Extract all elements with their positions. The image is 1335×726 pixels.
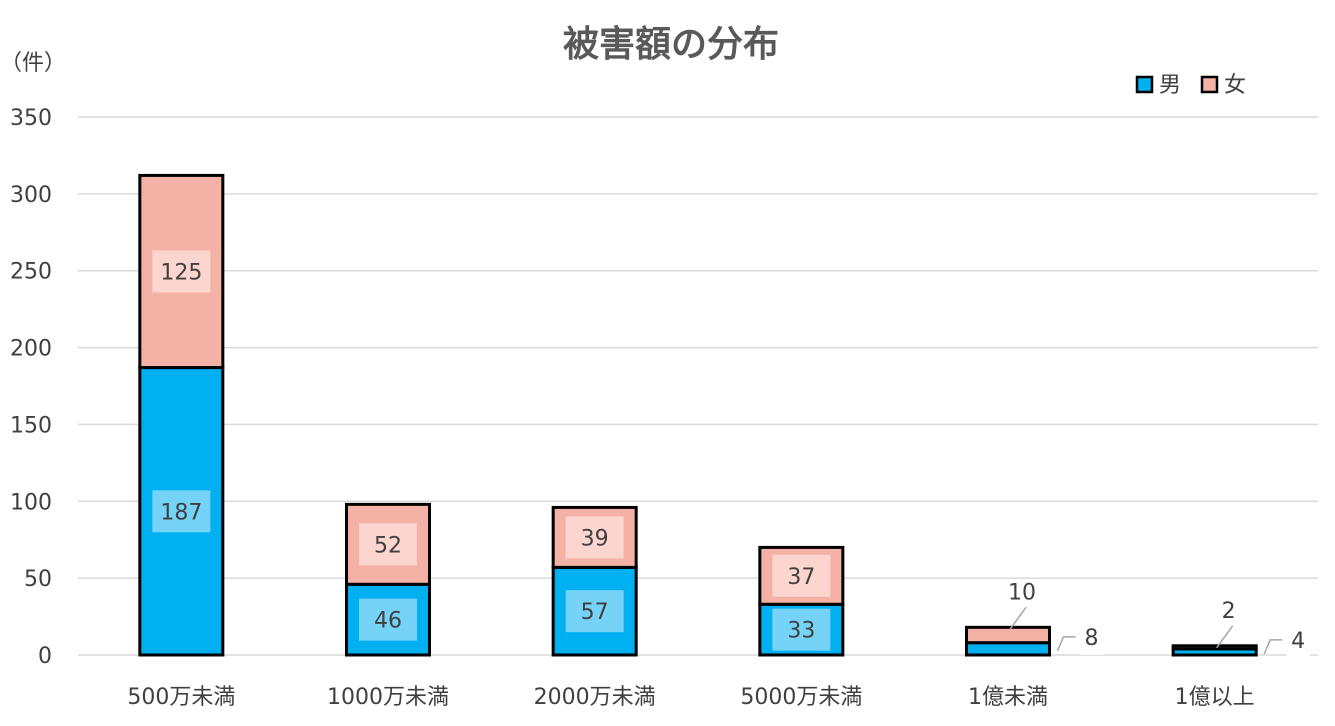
leader-line [1056,636,1076,652]
y-tick-label: 200 [10,337,52,362]
data-label-box [1286,621,1311,658]
y-tick-label: 50 [24,567,52,592]
leader-line [1263,639,1283,655]
legend-swatch [1135,75,1154,94]
gridlines [78,116,1318,656]
data-label: 4 [1291,629,1305,654]
bar-segment [965,625,1051,645]
data-label-box [152,490,211,533]
x-category-label: 1億以上 [1175,685,1255,710]
legend-label: 女 [1224,73,1246,98]
y-tick-label: 0 [38,644,52,669]
data-label: 46 [374,609,402,634]
data-label: 33 [787,619,815,644]
data-label: 39 [581,526,609,551]
data-label-box [565,590,624,633]
legend-label: 男 [1159,73,1181,98]
x-category-label: 1億未満 [968,685,1048,710]
chart-title: 被害額の分布 [563,24,779,65]
data-label-box [565,516,624,559]
legend-swatch [1200,75,1219,94]
data-label-box [359,598,417,641]
y-tick-label: 100 [10,490,52,515]
data-label: 2 [1222,599,1236,624]
data-labels: 187 125 46 52 57 39 33 37 8 10 4 2 [152,250,1311,658]
data-label: 125 [160,260,202,285]
data-label: 10 [1008,580,1036,605]
data-label-box [1079,618,1104,655]
x-category-label: 2000万未満 [534,685,656,710]
data-label: 187 [160,500,202,525]
y-tick-label: 250 [10,260,52,285]
bars [138,173,1258,657]
bar-segment [965,641,1051,657]
y-axis-ticks: 0 50 100 150 200 250 300 350 [10,106,52,669]
y-axis-unit-label: （件） [0,51,66,76]
y-tick-label: 300 [10,183,52,208]
x-category-label: 1000万未満 [327,685,449,710]
x-category-label: 500万未満 [127,685,235,710]
y-tick-label: 350 [10,106,52,131]
legend: 男女 [1135,73,1246,98]
x-axis-categories: 500万未満 1000万未満 2000万未満 5000万未満 1億未満 1億以上 [127,685,1254,710]
data-label-box [772,608,831,651]
data-label-box [772,554,831,597]
bar-segment [1171,644,1258,651]
data-label: 52 [374,533,402,558]
x-category-label: 5000万未満 [740,685,862,710]
data-label: 37 [787,565,815,590]
data-label-box [152,250,211,293]
leader-line [1216,625,1234,649]
y-tick-label: 150 [10,413,52,438]
leader-line [1009,606,1027,630]
data-label: 57 [581,600,609,625]
data-label-box [359,523,417,566]
data-label: 8 [1085,626,1099,651]
